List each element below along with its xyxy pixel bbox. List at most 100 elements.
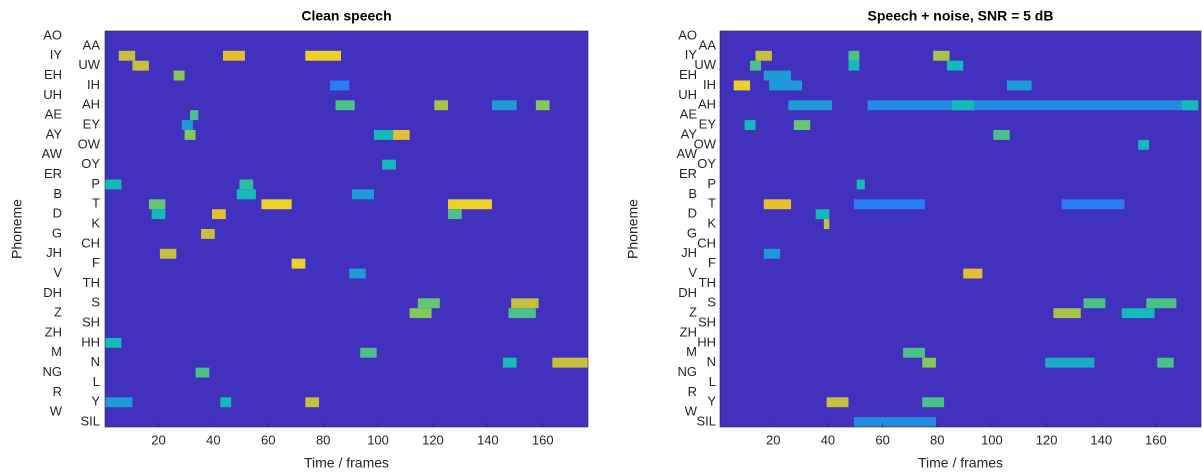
y-axis-label: Phoneme [625,199,641,259]
y-tick-label: SH [698,314,716,329]
heatmap-cell [148,199,166,210]
x-axis-label: Time / frames [304,455,389,471]
x-tick-label: 120 [1036,432,1058,447]
heatmap-cell [1006,80,1032,91]
y-tick-label: ER [44,166,62,181]
heatmap-cell [132,60,149,71]
heatmap-cell [848,50,860,61]
y-tick-label: JH [46,245,62,260]
heatmap-cell [491,100,517,111]
x-tick-label: 120 [422,432,444,447]
heatmap-cell [853,199,925,210]
y-tick-label: S [707,295,716,310]
heatmap-cell [848,60,860,71]
heatmap-cell [118,50,136,61]
y-tick-label: K [91,215,100,230]
y-tick-label: Y [707,394,716,409]
y-tick-label: L [93,374,100,389]
chart-title: Clean speech [301,8,391,24]
heatmap-cell [373,130,394,140]
y-tick-label: ZH [680,324,697,339]
y-tick-label: NG [678,364,698,379]
y-tick-label: EH [679,67,697,82]
y-tick-label: UW [694,57,716,72]
heatmap-cell [1061,199,1125,210]
heatmap-cell [946,60,964,71]
y-tick-label: IY [50,47,63,62]
heatmap-cell [1138,139,1150,150]
y-axis-label: Phoneme [9,199,25,259]
y-tick-label: S [91,295,100,310]
y-tick-label: AO [43,27,62,42]
heatmap-cell [335,100,355,111]
x-tick-label: 20 [151,432,165,447]
y-tick-label: Z [689,305,697,320]
heatmap-cell [239,179,254,190]
heatmap-cell [1121,308,1155,319]
heatmap-cell [733,80,751,91]
y-tick-label: SIL [80,413,100,428]
y-tick-label: Z [54,305,62,320]
heatmap-cell [448,209,462,220]
heatmap-cell [434,100,449,111]
heatmap-cell [769,80,802,91]
y-tick-label: AY [681,126,698,141]
heatmap-cell [867,100,1199,111]
y-tick-label: M [51,344,62,359]
heatmap-cell [173,70,185,81]
x-tick-label: 100 [367,432,389,447]
y-tick-label: T [92,196,100,211]
heatmap-cell [502,357,517,368]
heatmap-cell [105,337,122,348]
heatmap-cell [922,357,936,368]
heatmap-cell [360,347,377,358]
heatmap-cell [1157,357,1174,368]
heatmap-cell [220,397,232,408]
heatmap-cell [922,397,945,408]
x-tick-label: 60 [875,432,889,447]
heatmap [720,31,1201,427]
y-tick-label: DH [678,285,697,300]
heatmap-cell [105,397,133,408]
heatmap-cell [305,397,320,408]
y-tick-label: V [53,265,62,280]
heatmap-cell [763,70,792,81]
y-tick-label: HH [81,334,100,349]
heatmap-cell [305,50,342,61]
y-tick-label: G [687,225,697,240]
y-tick-label: IH [703,77,716,92]
y-tick-label: DH [43,285,62,300]
y-tick-label: AW [677,146,698,161]
heatmap-cell [963,268,983,279]
x-tick-label: 140 [477,432,499,447]
plot-frame [104,30,589,428]
heatmap-cell [815,209,830,220]
y-tick-label: AA [699,37,717,52]
heatmap-cell [201,229,215,239]
heatmap-cell [1045,357,1095,368]
x-tick-label: 160 [1145,432,1167,447]
y-tick-label: P [707,176,716,191]
heatmap-cell [417,298,440,309]
heatmap-cell [181,120,193,130]
plot-frame [719,30,1202,428]
heatmap-cell [511,298,539,309]
y-tick-label: OY [81,156,100,171]
y-tick-label: D [53,206,62,221]
x-tick-label: 100 [981,432,1003,447]
y-tick-label: L [709,374,716,389]
heatmap-cell [903,347,925,358]
y-tick-label: D [688,206,697,221]
heatmap-cell [291,258,306,269]
y-tick-label: N [91,354,100,369]
heatmap-cell [393,130,410,140]
y-tick-label: M [686,344,697,359]
y-tick-label: IY [685,47,698,62]
y-tick-label: EY [83,116,101,131]
heatmap [105,31,588,427]
heatmap-cell [823,219,830,229]
heatmap-cell [409,308,432,319]
heatmap-cell [1053,308,1081,319]
y-tick-label: W [50,404,63,419]
heatmap-cell [552,357,588,368]
